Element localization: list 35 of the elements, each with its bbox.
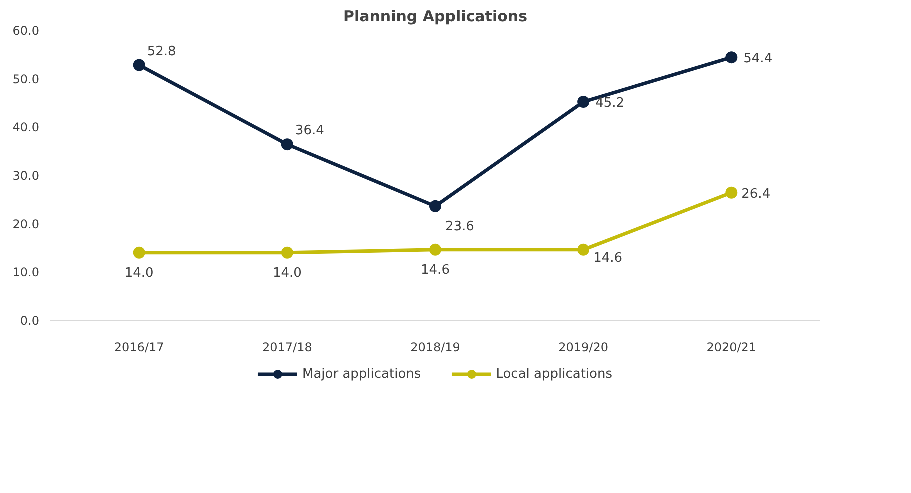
y-tick-label: 20.0 bbox=[12, 217, 40, 232]
point bbox=[430, 244, 442, 256]
y-tick-label: 30.0 bbox=[12, 169, 40, 183]
point bbox=[578, 96, 590, 108]
point bbox=[133, 59, 146, 72]
data-label: 14.0 bbox=[124, 266, 154, 281]
y-tick-label: 40.0 bbox=[12, 120, 40, 135]
x-tick-label: 2017/18 bbox=[262, 340, 312, 354]
x-tick-label: 2020/21 bbox=[706, 340, 757, 354]
data-label: 23.6 bbox=[446, 219, 474, 234]
x-tick-label: 2016/17 bbox=[114, 340, 164, 354]
x-tick-label: 2018/19 bbox=[410, 340, 460, 354]
chart-title: Planning Applications bbox=[344, 8, 528, 26]
legend-label: Major applications bbox=[302, 366, 422, 382]
data-label: 45.2 bbox=[596, 96, 625, 112]
data-label: 54.4 bbox=[744, 52, 773, 67]
y-tick-label: 10.0 bbox=[12, 266, 40, 280]
point bbox=[133, 246, 146, 259]
data-label: 26.4 bbox=[742, 186, 771, 202]
point bbox=[281, 246, 294, 259]
point bbox=[726, 52, 738, 64]
y-tick-label: 60.0 bbox=[12, 24, 40, 38]
point bbox=[578, 244, 590, 256]
data-label: 14.0 bbox=[272, 266, 302, 281]
point bbox=[281, 138, 294, 151]
y-tick-label: 50.0 bbox=[12, 72, 40, 86]
point bbox=[726, 186, 738, 199]
data-label: 52.8 bbox=[147, 44, 176, 60]
data-label: 36.4 bbox=[295, 124, 324, 139]
x-tick-label: 2019/20 bbox=[558, 340, 609, 354]
data-label: 14.6 bbox=[594, 250, 623, 266]
legend-label: Local applications bbox=[496, 366, 613, 382]
y-tick-label: 0.0 bbox=[20, 314, 40, 328]
data-label: 14.6 bbox=[421, 262, 450, 278]
point bbox=[430, 200, 442, 212]
